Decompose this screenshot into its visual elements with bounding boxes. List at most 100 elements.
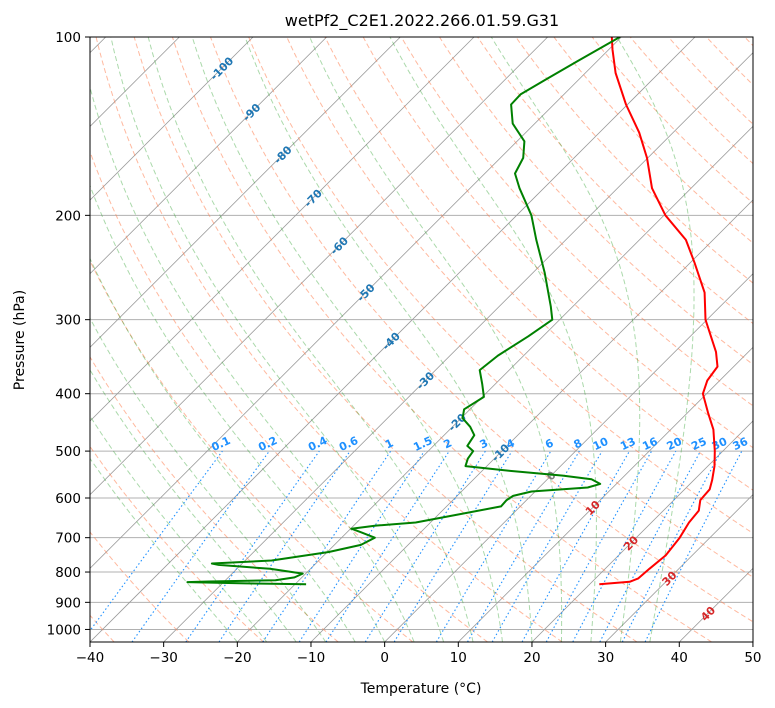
dewpoint-profile-line — [186, 37, 621, 586]
dry-adiabat-line — [90, 259, 414, 642]
mixing-ratio-line — [572, 450, 677, 642]
mixing-ratio-line — [545, 450, 653, 642]
dry-adiabat-line — [90, 445, 264, 642]
y-tick-label: 700 — [55, 531, 81, 547]
isotherm-line — [237, 125, 753, 642]
dry-adiabat-line — [90, 150, 488, 642]
isotherm-line — [678, 567, 753, 642]
moist-adiabat-line — [191, 37, 503, 642]
mixing-ratio-line — [644, 450, 743, 642]
dry-adiabat-line — [591, 37, 753, 204]
adiabat-label: 10 — [583, 498, 603, 518]
dry-adiabat-line — [706, 37, 753, 86]
moist-adiabat-line — [90, 317, 327, 642]
y-tick-label: 300 — [55, 313, 81, 329]
moist-adiabat-line — [90, 415, 268, 642]
adiabat-label: -100 — [208, 54, 237, 83]
mixing-ratio-line — [185, 450, 320, 642]
mixing-ratio-label: 16 — [640, 435, 660, 453]
isotherm-line — [605, 494, 753, 642]
moist-adiabat-line — [90, 184, 386, 642]
x-tick-label: 10 — [450, 650, 467, 666]
mixing-ratio-line — [218, 450, 351, 642]
mixing-ratio-label: 36 — [731, 435, 751, 453]
mixing-ratio-label: 3 — [478, 436, 490, 451]
y-tick-label: 1000 — [47, 622, 81, 638]
isotherm-line — [90, 37, 475, 422]
dry-adiabat-line — [95, 37, 563, 642]
y-tick-label: 200 — [55, 208, 81, 224]
dry-adiabat-line — [90, 355, 339, 642]
dry-adiabat-line — [515, 37, 753, 284]
dry-adiabat-line — [668, 37, 753, 125]
isotherm-line — [310, 199, 753, 642]
x-tick-label: −40 — [76, 650, 105, 666]
moist-adiabat-line — [147, 37, 474, 642]
isotherm-line — [90, 37, 696, 642]
mixing-ratio-line — [262, 450, 392, 642]
isotherm-line — [458, 346, 753, 642]
background-lines — [90, 37, 753, 642]
isotherm-line — [90, 37, 622, 569]
x-tick-label: −10 — [297, 650, 326, 666]
isotherm-line — [90, 37, 401, 348]
adiabat-label: -90 — [240, 101, 263, 124]
mixing-ratio-line — [435, 450, 552, 642]
y-tick-label: 500 — [55, 444, 81, 460]
profile-series — [186, 37, 719, 586]
x-axis-title: Temperature (°C) — [360, 681, 482, 697]
mixing-ratio-line — [393, 450, 513, 642]
adiabat-label: -50 — [354, 281, 377, 304]
y-axis-title: Pressure (hPa) — [12, 290, 28, 390]
moist-adiabat-line — [244, 37, 533, 642]
x-tick-label: 40 — [671, 650, 688, 666]
mixing-ratio-label: 20 — [665, 435, 685, 453]
dry-adiabat-line — [744, 37, 753, 47]
moist-adiabat-line — [90, 85, 415, 642]
moist-adiabat-line — [309, 37, 563, 642]
dry-adiabat-line — [133, 37, 638, 642]
x-tick-label: −20 — [223, 650, 252, 666]
y-tick-label: 100 — [55, 30, 81, 46]
mixing-ratio-label: 30 — [710, 435, 730, 453]
mixing-ratio-label: 6 — [543, 436, 556, 451]
moist-adiabat-line — [616, 37, 695, 642]
adiabat-label: 40 — [698, 604, 718, 624]
moist-adiabat-line — [389, 37, 597, 642]
mixing-ratio-line — [599, 450, 701, 642]
dry-adiabat-line — [477, 37, 753, 325]
plot-frame — [89, 36, 754, 643]
isotherm-line — [90, 37, 254, 201]
dry-adiabat-line — [362, 37, 753, 449]
y-tick-label: 400 — [55, 387, 81, 403]
dry-adiabat-line — [171, 37, 712, 642]
mixing-ratio-label: 1 — [383, 436, 395, 451]
temperature-profile-line — [599, 37, 719, 586]
x-axis: −40 −30 −20 −10 0 10 20 30 40 50 — [76, 642, 762, 666]
x-tick-label: 50 — [744, 650, 761, 666]
mixing-ratio-line — [325, 450, 450, 642]
dry-adiabat-line — [324, 37, 753, 491]
mixing-ratio-line — [467, 450, 580, 642]
isotherm-line — [752, 641, 753, 642]
isotherm-line — [90, 37, 548, 496]
dry-adiabat-line — [286, 37, 753, 534]
x-tick-label: 0 — [380, 650, 389, 666]
adiabat-label: 30 — [660, 568, 680, 588]
adiabat-label: -80 — [271, 143, 294, 166]
x-tick-label: 30 — [597, 650, 614, 666]
mixing-ratio-label: 13 — [618, 435, 637, 453]
isotherm-line — [163, 52, 753, 642]
mixing-ratio-label: 10 — [591, 435, 611, 453]
moist-adiabat-line — [110, 37, 445, 642]
y-tick-label: 900 — [55, 595, 81, 611]
chart-title: wetPf2_C2E1.2022.266.01.59.G31 — [285, 11, 559, 31]
mixing-ratio-line — [298, 450, 425, 642]
x-tick-label: 20 — [523, 650, 540, 666]
mixing-ratio-line — [90, 450, 223, 632]
adiabat-label: -30 — [414, 369, 437, 392]
dry-adiabat-line — [439, 37, 753, 366]
y-axis: 100 200 300 400 500 600 700 800 900 1000 — [47, 30, 90, 638]
moist-adiabat-line — [490, 37, 641, 642]
